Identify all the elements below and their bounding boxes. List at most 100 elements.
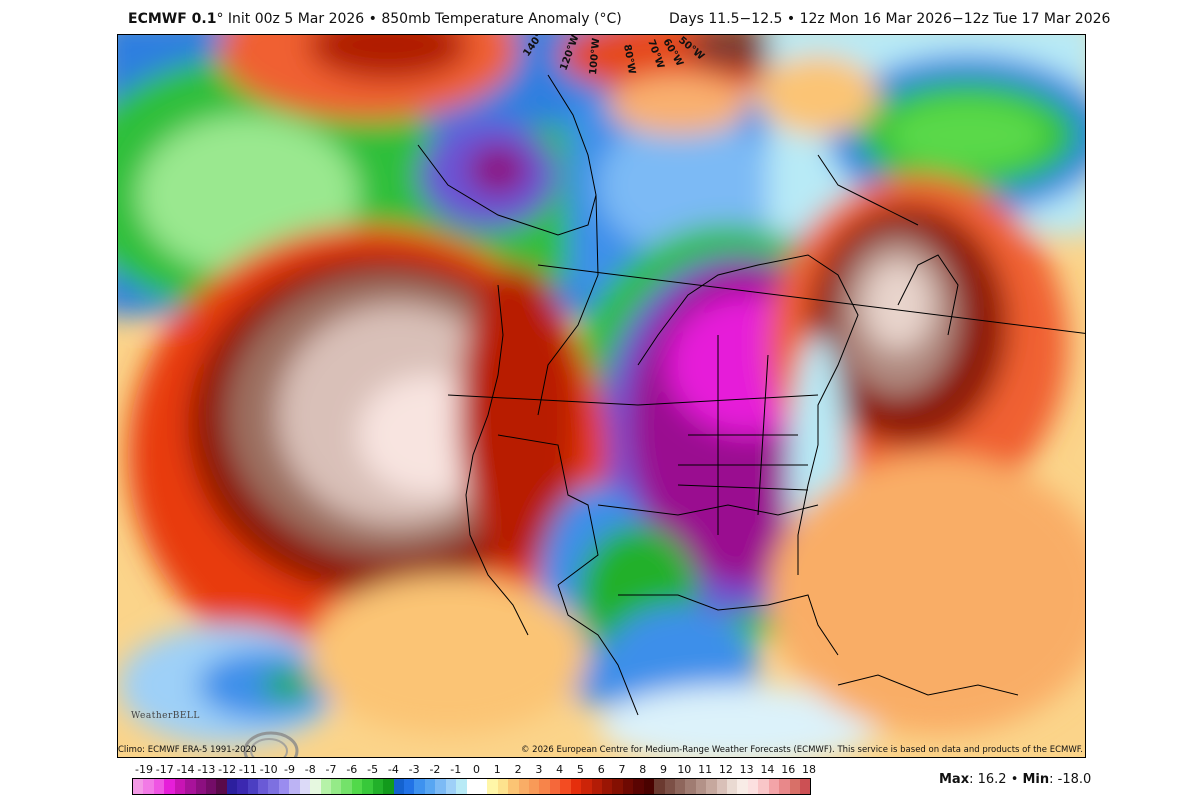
colorbar-swatch (695, 779, 707, 794)
weatherbell-logo (241, 729, 321, 757)
colorbar-swatch (727, 779, 738, 794)
colorbar-swatch (351, 779, 363, 794)
colorbar-swatch (654, 779, 665, 794)
colorbar-swatch (216, 779, 227, 794)
colorbar-tick-label: -12 (218, 763, 237, 776)
colorbar-swatch (143, 779, 154, 794)
colorbar-swatch (487, 779, 498, 794)
colorbar-swatch (591, 779, 602, 794)
colorbar-swatch (278, 779, 290, 794)
colorbar-tick-label: 14 (760, 763, 775, 776)
colorbar-swatch (549, 779, 561, 794)
colorbar-swatch (456, 779, 467, 794)
colorbar-swatch (289, 779, 300, 794)
logo-swirl-icon (243, 731, 299, 757)
colorbar-swatch (362, 779, 373, 794)
colorbar-swatch (529, 779, 540, 794)
colorbar-labels: -19 -17 -14 -13 -12 -11 -10 -9 -8 -7 -6 -5 -4 -3 -2 -1 0… (132, 763, 816, 777)
colorbar-swatch (341, 779, 352, 794)
colorbar-swatch (258, 779, 269, 794)
colorbar-tick-label: -1 (450, 763, 462, 776)
valid-time: Days 11.5−12.5 • 12z Mon 16 Mar 2026−12z… (669, 11, 1111, 27)
colorbar-tick-label: -19 (135, 763, 153, 776)
colorbar-tick-label: 13 (739, 763, 754, 776)
colorbar-swatch (466, 779, 477, 794)
colorbar-swatch (685, 779, 696, 794)
colorbar-swatch (674, 779, 686, 794)
colorbar-tick-label: -3 (408, 763, 420, 776)
copyright-credit: © 2026 European Centre for Medium-Range … (520, 745, 1083, 755)
colorbar-swatch (403, 779, 415, 794)
colorbar-swatch (539, 779, 550, 794)
colorbar-swatch (153, 779, 165, 794)
colorbar-swatch (800, 779, 811, 794)
colorbar-swatch (226, 779, 238, 794)
colorbar-swatch (570, 779, 582, 794)
logo-text: WeatherBELL (131, 711, 200, 721)
colorbar-swatch (164, 779, 175, 794)
colorbar-swatch (185, 779, 196, 794)
colorbar-tick-label: 0 (473, 763, 480, 776)
colorbar-swatch (664, 779, 675, 794)
max-min-stats: Max: 16.2 • Min: -18.0 (939, 772, 1091, 787)
colorbar-swatch (716, 779, 728, 794)
colorbar-tick-label: -14 (176, 763, 195, 776)
svg-text:80°W: 80°W (621, 44, 637, 75)
colorbar-tick-label: 16 (781, 763, 796, 776)
colorbar-tick-label: -17 (155, 763, 174, 776)
coastlines (417, 74, 1085, 716)
colorbar-swatch (622, 779, 634, 794)
climo-credit: Climo: ECMWF ERA-5 1991-2020 (118, 745, 257, 755)
colorbar-tick-label: 18 (802, 763, 816, 776)
colorbar-swatch (320, 779, 332, 794)
colorbar-tick-label: 2 (514, 763, 522, 776)
colorbar-tick-label: 8 (639, 763, 647, 776)
colorbar-tick-label: -4 (387, 763, 399, 776)
colorbar-swatch (737, 779, 748, 794)
colorbar-swatch (789, 779, 800, 794)
colorbar-swatch (174, 779, 186, 794)
colorbar-swatch (372, 779, 384, 794)
model-name: ECMWF 0.1 (128, 11, 217, 27)
colorbar-swatch (643, 779, 655, 794)
colorbar-swatch (268, 779, 279, 794)
colorbar-tick-label: 5 (576, 763, 584, 776)
anomaly-map: 140°W 120°W 100°W 80°W 70°W 60°W 50°W (117, 34, 1086, 758)
init-and-variable: Init 00z 5 Mar 2026 • 850mb Temperature … (223, 11, 622, 27)
colorbar-swatch (393, 779, 404, 794)
colorbar-tick-label: 3 (535, 763, 543, 776)
colorbar-tick-label: -6 (346, 763, 358, 776)
colorbar-tick-label: 11 (698, 763, 713, 776)
svg-text:100°W: 100°W (588, 38, 602, 76)
colorbar-swatch (706, 779, 717, 794)
colorbar-swatch (768, 779, 780, 794)
colorbar-swatch (747, 779, 759, 794)
colorbar-tick-label: -2 (429, 763, 441, 776)
min-value: : -18.0 (1049, 772, 1092, 787)
colorbar-tick-label: -9 (283, 763, 295, 776)
colorbar-tick-label: -10 (259, 763, 278, 776)
colorbar-tick-label: 1 (493, 763, 501, 776)
colorbar-swatch (133, 779, 144, 794)
colorbar-swatch (518, 779, 530, 794)
colorbar-tick-label: 12 (718, 763, 733, 776)
min-label: Min (1022, 772, 1050, 787)
colorbar-swatch (310, 779, 321, 794)
colorbar-tick-label: 4 (556, 763, 564, 776)
colorbar-tick-label: -13 (197, 763, 216, 776)
degree-symbol: ° (216, 11, 224, 27)
colorbar-swatch (247, 779, 259, 794)
colorbar-swatch (581, 779, 592, 794)
colorbar-tick-label: 10 (677, 763, 692, 776)
map-canvas: 140°W 120°W 100°W 80°W 70°W 60°W 50°W (118, 35, 1085, 757)
colorbar-swatch (779, 779, 790, 794)
colorbar-swatch (633, 779, 644, 794)
colorbar-tick-label: 6 (597, 763, 605, 776)
max-value: : 16.2 • (969, 772, 1023, 787)
map-title: ECMWF 0.1° Init 00z 5 Mar 2026 • 850mb T… (128, 11, 622, 27)
colorbar-tick-label: -7 (325, 763, 337, 776)
max-label: Max (939, 772, 970, 787)
colorbar-swatch (497, 779, 509, 794)
colorbar-swatch (299, 779, 311, 794)
colorbar (132, 778, 811, 795)
